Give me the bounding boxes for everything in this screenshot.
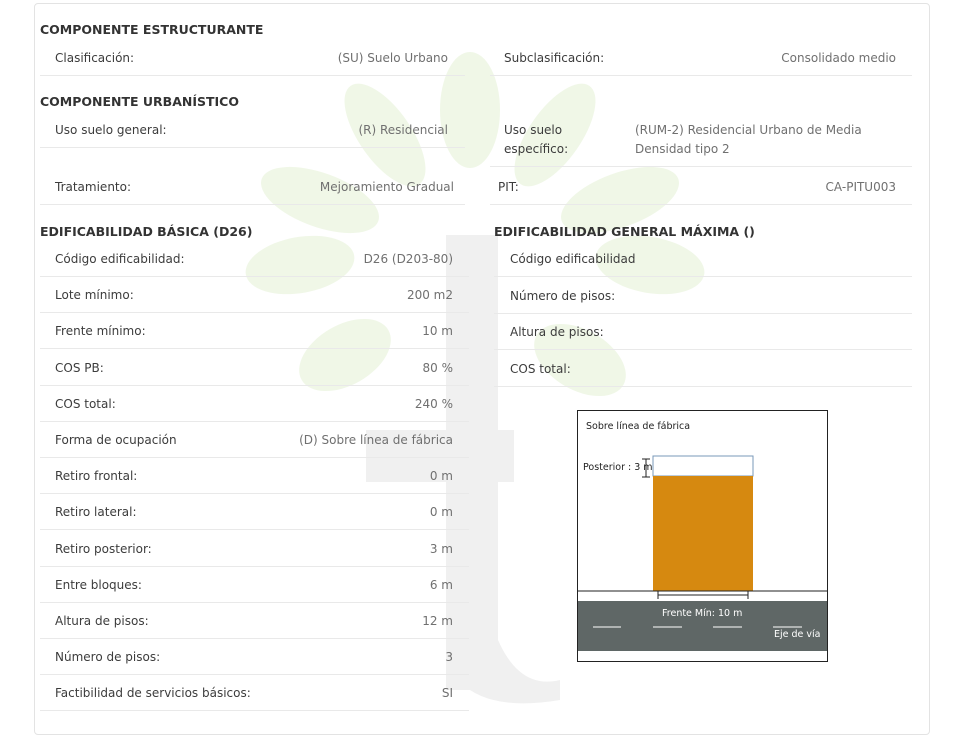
basica-row-value: 12 m — [422, 614, 453, 628]
row-divider — [40, 385, 469, 386]
row-divider — [494, 313, 912, 314]
row-divider — [40, 457, 469, 458]
row-divider — [40, 638, 469, 639]
pit-label: PIT: — [498, 180, 519, 194]
basica-row-value: 6 m — [429, 578, 453, 592]
section-title-basica: EDIFICABILIDAD BÁSICA (D26) — [40, 224, 253, 239]
uso-general-label: Uso suelo general: — [55, 123, 167, 137]
row-divider — [40, 348, 469, 349]
frente-label: Frente Mín: 10 m — [662, 608, 742, 619]
basica-row-label: Entre bloques: — [55, 578, 142, 592]
row-divider — [40, 493, 469, 494]
basica-row-label: Número de pisos: — [55, 650, 161, 664]
tratamiento-label: Tratamiento: — [55, 180, 132, 194]
subclasificacion-label: Subclasificación: — [504, 51, 605, 65]
basica-row-value: 0 m — [429, 505, 453, 519]
ocupacion-diagram: Sobre línea de fábrica Posterior : 3 m F… — [577, 410, 828, 662]
basica-row-value: 240 % — [414, 397, 453, 411]
basica-row-label: Retiro lateral: — [55, 505, 137, 519]
posterior-label: Posterior : 3 m — [583, 462, 653, 473]
basica-row-label: Retiro frontal: — [55, 469, 138, 483]
tratamiento-value: Mejoramiento Gradual — [319, 180, 454, 194]
rear-setback-area — [652, 455, 754, 477]
maxima-row-label: Número de pisos: — [510, 289, 616, 303]
row-divider — [40, 312, 469, 313]
basica-row-label: Retiro posterior: — [55, 542, 152, 556]
uso-especifico-label-2: específico: — [504, 142, 569, 156]
basica-row-value: 3 — [445, 650, 453, 664]
row-divider — [40, 602, 469, 603]
basica-row-value: 10 m — [422, 324, 453, 338]
basica-row-label: Lote mínimo: — [55, 288, 134, 302]
uso-especifico-value-1: (RUM-2) Residencial Urbano de Media — [635, 123, 862, 137]
basica-row-label: Factibilidad de servicios básicos: — [55, 686, 251, 700]
uso-especifico-value-2: Densidad tipo 2 — [635, 142, 730, 156]
section-title-estructurante: COMPONENTE ESTRUCTURANTE — [40, 22, 264, 37]
row-divider — [494, 386, 912, 387]
row-divider — [40, 674, 469, 675]
subclasificacion-value: Consolidado medio — [781, 51, 896, 65]
uso-especifico-label-1: Uso suelo — [504, 123, 563, 137]
basica-row-label: COS total: — [55, 397, 116, 411]
uso-general-value: (R) Residencial — [358, 123, 448, 137]
row-divider — [494, 276, 912, 277]
basica-row-value: 200 m2 — [406, 288, 453, 302]
building-block — [653, 476, 753, 591]
basica-row-label: COS PB: — [55, 361, 104, 375]
row-divider — [40, 529, 469, 530]
row-divider — [40, 276, 469, 277]
basica-row-label: Frente mínimo: — [55, 324, 146, 338]
basica-row-value: SI — [441, 686, 453, 700]
road — [578, 601, 827, 651]
basica-row-value: 0 m — [429, 469, 453, 483]
basica-row-value: D26 (D203-80) — [363, 252, 453, 266]
basica-row-value: (D) Sobre línea de fábrica — [299, 433, 453, 447]
diagram-title: Sobre línea de fábrica — [586, 421, 690, 432]
maxima-row-label: Código edificabilidad — [510, 252, 636, 266]
clasificacion-label: Clasificación: — [55, 51, 135, 65]
row-divider — [40, 710, 469, 711]
basica-row-value: 80 % — [422, 361, 454, 375]
clasificacion-value: (SU) Suelo Urbano — [337, 51, 448, 65]
row-divider — [494, 349, 912, 350]
section-title-urbanistico: COMPONENTE URBANÍSTICO — [40, 94, 239, 109]
maxima-row-label: COS total: — [510, 362, 571, 376]
basica-row-label: Código edificabilidad: — [55, 252, 185, 266]
basica-row-label: Forma de ocupación — [55, 433, 177, 447]
row-divider — [40, 566, 469, 567]
maxima-row-label: Altura de pisos: — [510, 325, 604, 339]
eje-label: Eje de vía — [774, 629, 820, 640]
basica-row-label: Altura de pisos: — [55, 614, 149, 628]
pit-value: CA-PITU003 — [825, 180, 896, 194]
basica-row-value: 3 m — [429, 542, 453, 556]
section-title-maxima: EDIFICABILIDAD GENERAL MÁXIMA () — [494, 224, 755, 239]
row-divider — [40, 421, 469, 422]
